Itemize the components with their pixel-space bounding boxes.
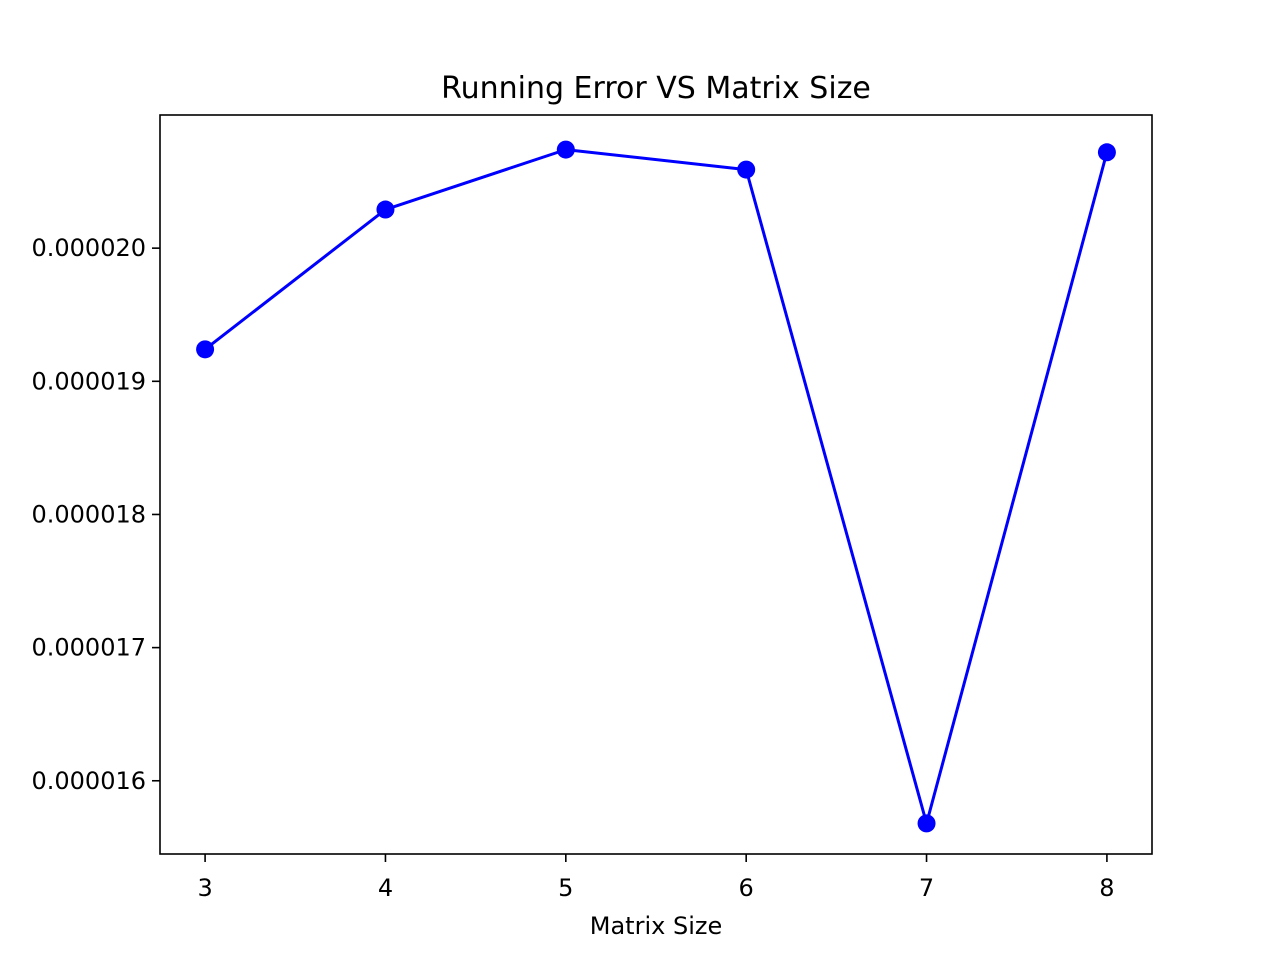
data-point (196, 340, 215, 359)
plot-area (196, 140, 1116, 833)
data-point (376, 200, 395, 219)
data-point (917, 814, 936, 833)
y-tick-label: 0.000017 (31, 634, 146, 662)
x-tick-label: 5 (558, 874, 573, 902)
x-tick-label: 7 (919, 874, 934, 902)
data-point (737, 160, 756, 179)
y-tick-label: 0.000019 (31, 367, 146, 395)
x-tick-label: 6 (739, 874, 754, 902)
y-tick-label: 0.000016 (31, 767, 146, 795)
chart-title: Running Error VS Matrix Size (441, 71, 871, 106)
x-tick-label: 4 (378, 874, 393, 902)
y-tick-label: 0.000018 (31, 500, 146, 528)
y-axis: 0.000016 0.000017 0.000018 0.000019 0.000020 (31, 234, 160, 795)
x-tick-label: 8 (1099, 874, 1114, 902)
plot-frame (159, 114, 1153, 855)
data-point (556, 140, 575, 159)
data-point (1097, 143, 1116, 162)
series-line (204, 148, 1109, 825)
x-tick-label: 3 (197, 874, 212, 902)
y-tick-label: 0.000020 (31, 234, 146, 262)
x-axis: 3 4 5 6 7 8 (197, 854, 1115, 902)
x-axis-label: Matrix Size (590, 912, 722, 940)
